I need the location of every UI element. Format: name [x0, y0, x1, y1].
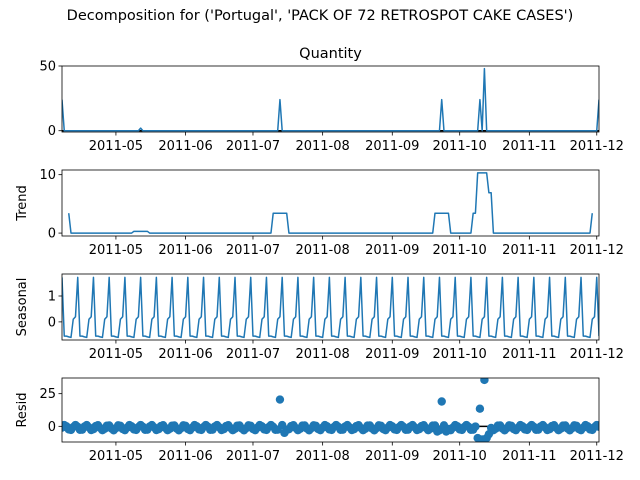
- resid-point: [471, 422, 480, 431]
- resid-point: [275, 395, 285, 404]
- x-tick-label: 2011-10: [433, 449, 487, 464]
- x-tick-label: 2011-08: [295, 449, 349, 464]
- data-layer: [62, 67, 599, 132]
- x-tick-label: 2011-10: [433, 347, 487, 362]
- x-tick-label: 2011-12: [570, 449, 624, 464]
- panel-title: Quantity: [299, 46, 362, 62]
- y-tick-label: 50: [39, 60, 56, 75]
- trend-line: [67, 172, 594, 234]
- y-axis-label: Resid: [15, 392, 30, 427]
- x-tick-label: 2011-12: [570, 243, 624, 258]
- panel-seasonal: 2011-05 2011-06 2011-07 2011-08 2011-09 2011-…: [15, 273, 624, 362]
- x-tick-label: 2011-06: [158, 139, 212, 154]
- x-tick-label: 2011-08: [295, 347, 349, 362]
- panel-observed: 2011-05 2011-06 2011-07 2011-08 2011-09 2011-…: [39, 46, 623, 154]
- y-axis-label: Seasonal: [15, 278, 30, 337]
- x-tick-label: 2011-10: [433, 243, 487, 258]
- y-tick-label: 10: [39, 168, 56, 183]
- resid-point: [437, 397, 446, 406]
- y-tick-label: 0: [48, 124, 56, 139]
- x-tick-label: 2011-07: [226, 449, 280, 464]
- y-tick-label: 0: [48, 315, 56, 330]
- axes-frame: [61, 273, 600, 341]
- x-tick-label: 2011-10: [433, 139, 487, 154]
- x-tick-label: 2011-11: [502, 347, 556, 362]
- panel-resid: 2011-05 2011-06 2011-07 2011-08 2011-09 2011-…: [15, 377, 624, 464]
- x-tick-label: 2011-09: [365, 347, 419, 362]
- x-tick-label: 2011-05: [89, 449, 143, 464]
- x-tick-label: 2011-12: [570, 139, 624, 154]
- x-tick-label: 2011-09: [365, 139, 419, 154]
- y-tick-label: 1: [48, 290, 56, 305]
- y-tick-label: 0: [48, 420, 56, 435]
- y-axis-label: Trend: [15, 185, 30, 222]
- resid-point: [475, 404, 485, 413]
- axes-frame: [61, 377, 600, 443]
- x-tick-label: 2011-09: [365, 243, 419, 258]
- axes-frame: [61, 65, 600, 133]
- x-tick-label: 2011-07: [226, 347, 280, 362]
- x-tick-label: 2011-08: [295, 139, 349, 154]
- observed-line: [62, 67, 599, 132]
- x-tick-label: 2011-12: [570, 347, 624, 362]
- axes-frame: [61, 169, 600, 237]
- x-tick-label: 2011-11: [502, 139, 556, 154]
- seasonal-line: [62, 276, 599, 339]
- data-layer: [62, 276, 599, 339]
- x-tick-label: 2011-11: [502, 449, 556, 464]
- x-tick-label: 2011-06: [158, 347, 212, 362]
- x-tick-label: 2011-06: [158, 243, 212, 258]
- resid-point: [594, 422, 599, 432]
- y-tick-label: 0: [48, 227, 56, 242]
- panel-trend: 2011-05 2011-06 2011-07 2011-08 2011-09 2011-…: [15, 168, 624, 258]
- y-tick-label: 25: [39, 387, 56, 402]
- x-tick-label: 2011-05: [89, 243, 143, 258]
- x-tick-label: 2011-07: [226, 139, 280, 154]
- resid-point: [484, 429, 494, 439]
- x-tick-label: 2011-05: [89, 347, 143, 362]
- resid-point: [442, 427, 451, 436]
- resid-point: [433, 427, 442, 436]
- x-tick-label: 2011-09: [365, 449, 419, 464]
- x-tick-label: 2011-08: [295, 243, 349, 258]
- x-tick-label: 2011-07: [226, 243, 280, 258]
- resid-point: [280, 428, 289, 438]
- x-tick-label: 2011-06: [158, 449, 212, 464]
- resid-point: [480, 378, 489, 385]
- x-tick-label: 2011-11: [502, 243, 556, 258]
- figure-suptitle: Decomposition for ('Portugal', 'PACK OF …: [66, 8, 574, 24]
- data-layer: [62, 378, 599, 442]
- x-tick-label: 2011-05: [89, 139, 143, 154]
- data-layer: [67, 172, 594, 234]
